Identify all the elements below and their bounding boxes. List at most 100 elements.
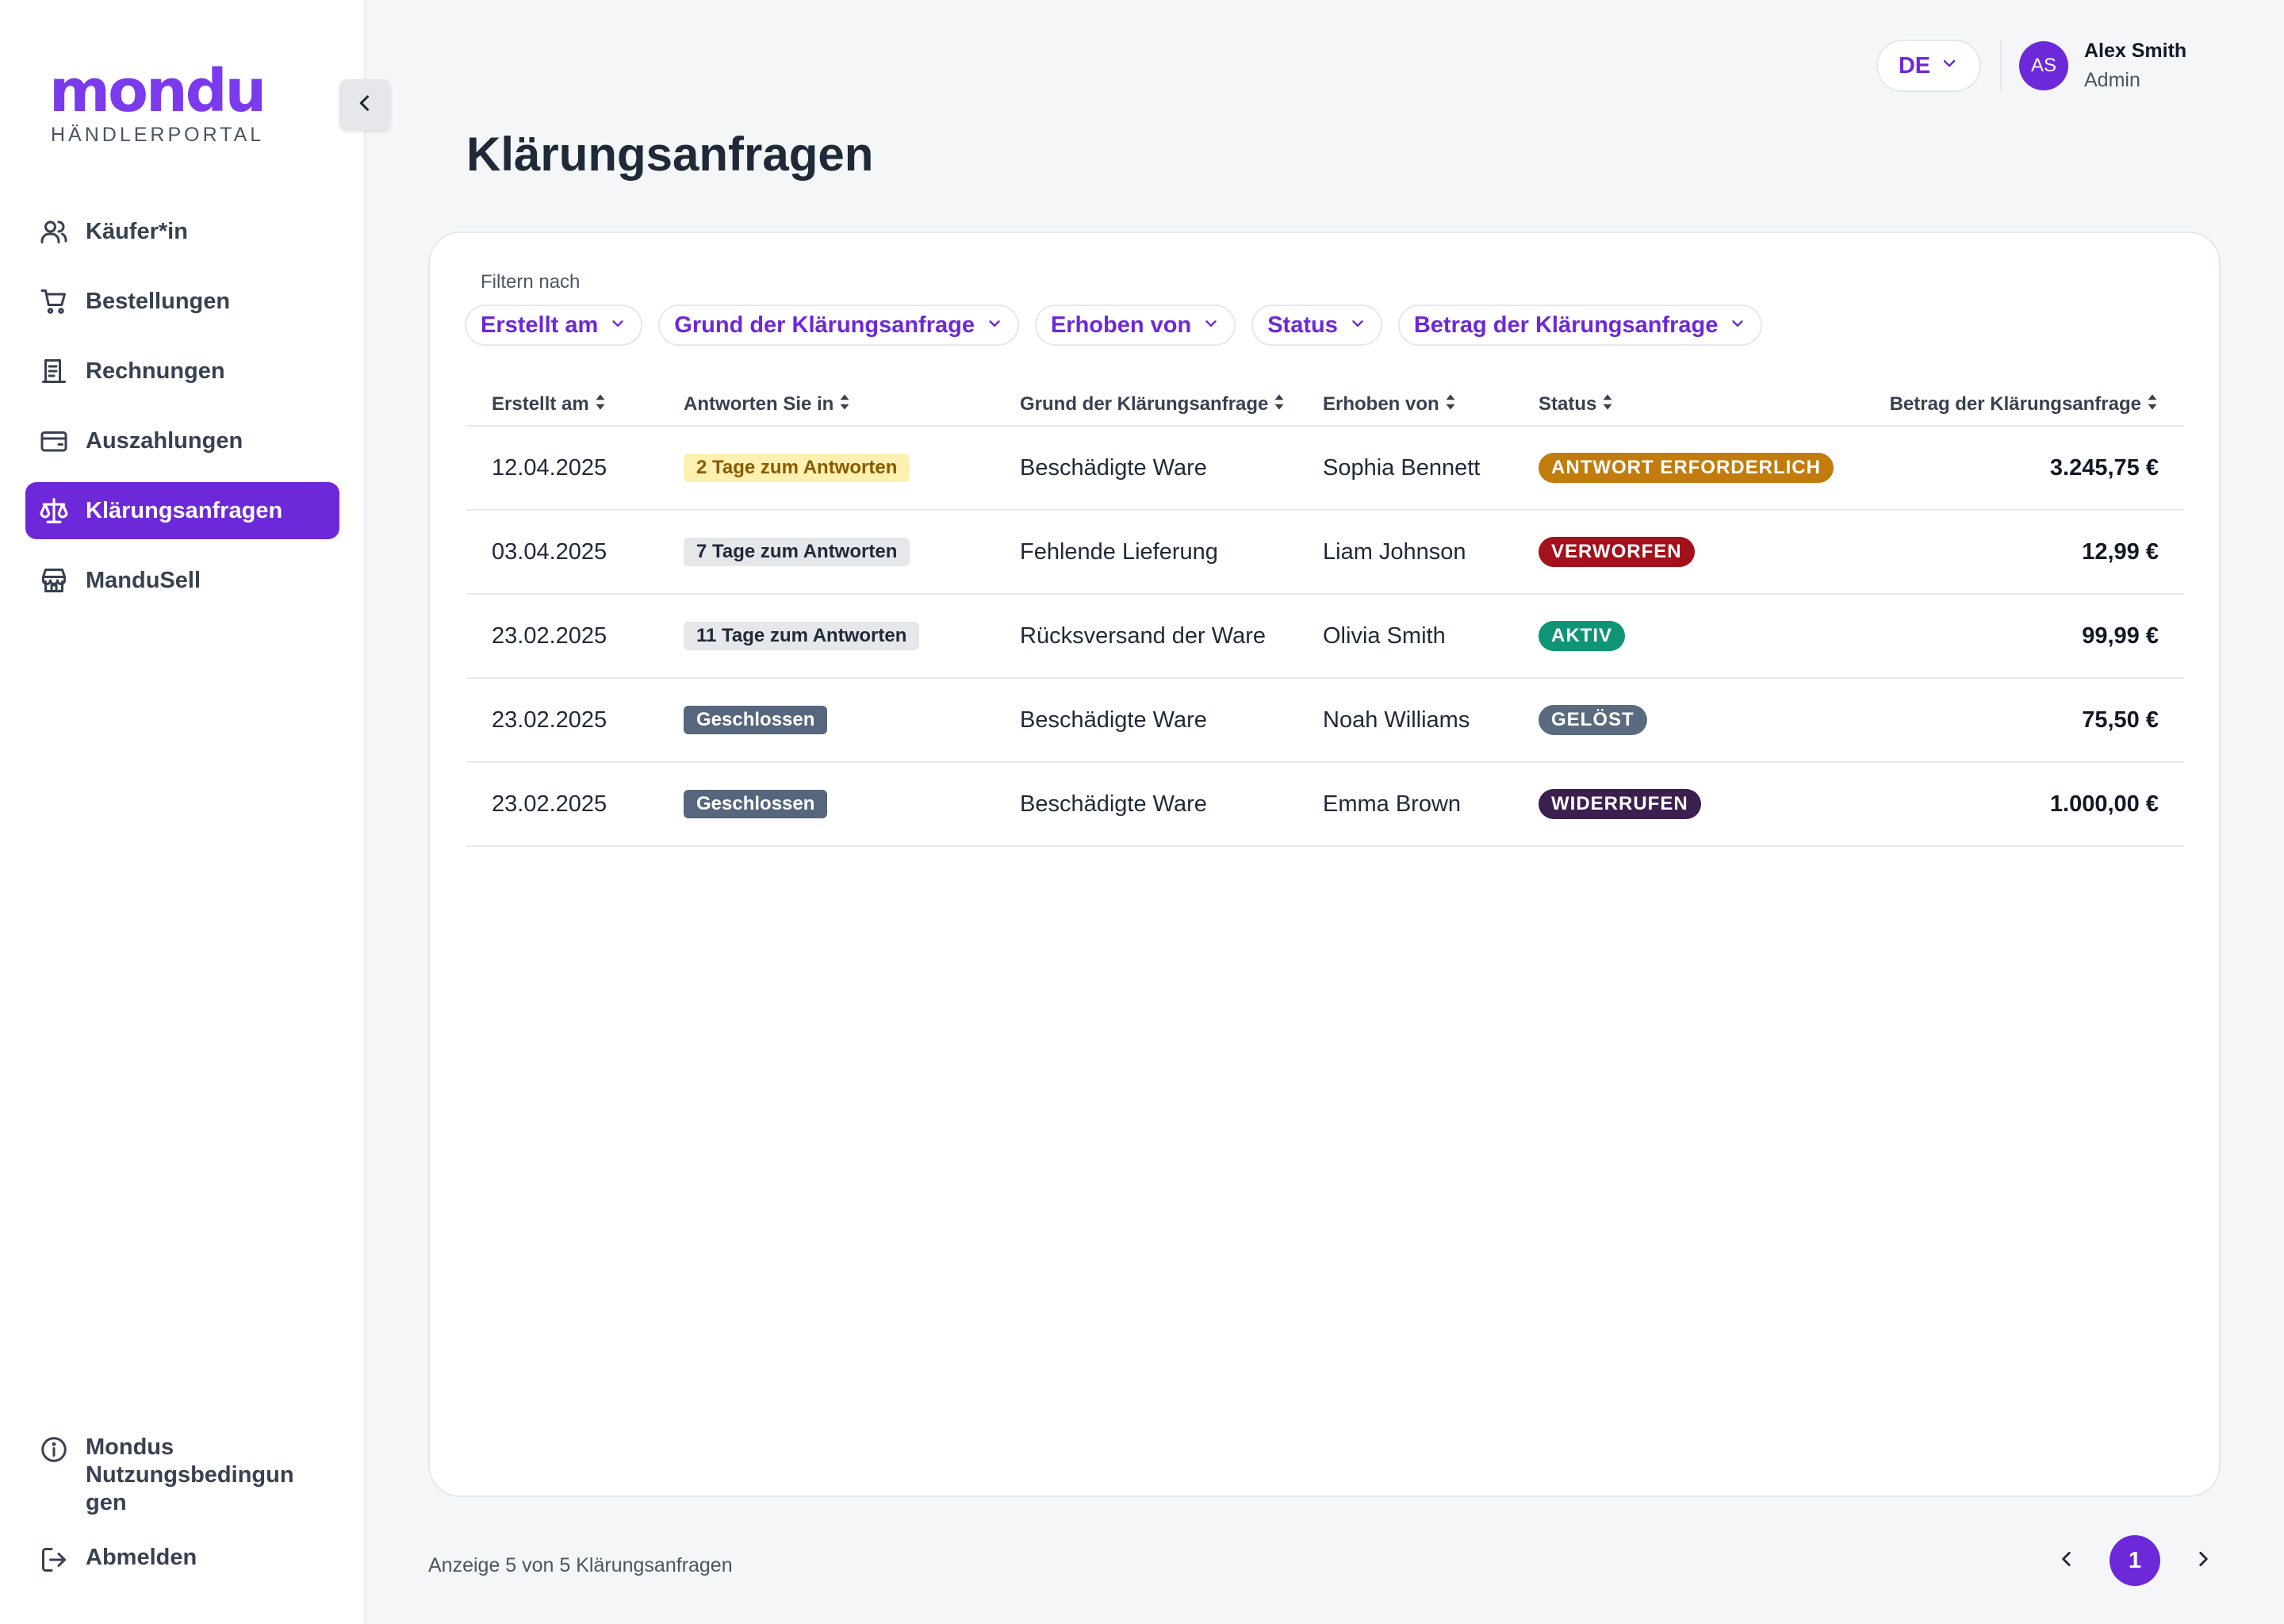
cell-date: 23.02.2025	[492, 622, 607, 649]
sidebar-item-kaeufer[interactable]: Käufer*in	[25, 203, 339, 260]
disputes-table: Erstellt am Antworten Sie in Grund der K…	[466, 384, 2184, 847]
next-page-button[interactable]	[2182, 1535, 2224, 1586]
cell-respond: Geschlossen	[684, 763, 828, 845]
table-row[interactable]: 12.04.2025 2 Tage zum Antworten Beschädi…	[466, 427, 2184, 511]
info-icon	[38, 1434, 70, 1465]
users-icon	[38, 216, 70, 247]
page-number-button[interactable]: 1	[2110, 1535, 2160, 1586]
filter-chip-amount[interactable]: Betrag der Klärungsanfrage	[1397, 304, 1763, 346]
status-badge: AKTIV	[1539, 621, 1625, 651]
cell-raised-by: Liam Johnson	[1323, 538, 1466, 565]
sidebar-item-klaerungsanfragen[interactable]: Klärungsanfragen	[25, 482, 339, 539]
sidebar-item-label: Bestellungen	[86, 288, 231, 314]
sort-icon	[594, 393, 607, 416]
chevron-down-icon	[986, 312, 1003, 339]
filter-chip-reason[interactable]: Grund der Klärungsanfrage	[658, 304, 1019, 346]
cell-reason: Beschädigte Ware	[1020, 791, 1207, 817]
table-row[interactable]: 23.02.2025 11 Tage zum Antworten Rücksve…	[466, 595, 2184, 679]
table-row[interactable]: 23.02.2025 Geschlossen Beschädigte Ware …	[466, 679, 2184, 763]
column-header-label: Erstellt am	[492, 393, 589, 415]
sidebar-item-bestellungen[interactable]: Bestellungen	[25, 273, 339, 330]
column-header-label: Erhoben von	[1323, 393, 1439, 415]
chevron-down-icon	[609, 312, 627, 339]
user-name: Alex Smith	[2084, 40, 2187, 62]
respond-badge: 7 Tage zum Antworten	[684, 538, 910, 566]
scale-icon	[38, 495, 70, 527]
cell-amount: 3.245,75 €	[2049, 454, 2159, 481]
cell-amount: 1.000,00 €	[2049, 791, 2159, 817]
cell-date: 12.04.2025	[492, 454, 607, 481]
user-menu[interactable]: AS Alex Smith Admin	[2019, 40, 2186, 92]
cell-amount: 12,99 €	[2082, 538, 2159, 565]
filter-chip-status[interactable]: Status	[1251, 304, 1382, 346]
cell-date: 23.02.2025	[492, 707, 607, 733]
cell-raised-by: Emma Brown	[1323, 791, 1462, 817]
respond-badge: Geschlossen	[684, 790, 828, 818]
chevron-down-icon	[1202, 312, 1220, 339]
logo[interactable]: mondu HÄNDLERPORTAL	[49, 57, 266, 147]
previous-page-button[interactable]	[2046, 1535, 2087, 1586]
cell-raised-by: Olivia Smith	[1323, 622, 1446, 649]
table-row[interactable]: 23.02.2025 Geschlossen Beschädigte Ware …	[466, 763, 2184, 847]
sidebar-item-mandusell[interactable]: ManduSell	[25, 552, 339, 609]
terms-link[interactable]: Mondus Nutzungsbedingun gen	[25, 1434, 339, 1517]
chevron-down-icon	[1349, 312, 1366, 339]
column-header-label: Grund der Klärungsanfrage	[1020, 393, 1269, 415]
column-header-label: Status	[1539, 393, 1597, 415]
user-info: Alex Smith Admin	[2084, 40, 2186, 92]
sidebar-item-label: ManduSell	[86, 567, 201, 593]
respond-badge: Geschlossen	[684, 706, 828, 734]
language-selector[interactable]: DE	[1876, 40, 1981, 92]
cell-respond: Geschlossen	[684, 679, 828, 761]
cell-reason: Beschädigte Ware	[1020, 707, 1207, 733]
sidebar-item-label: Rechnungen	[86, 358, 225, 384]
column-header-amount[interactable]: Betrag der Klärungsanfrage	[1890, 384, 2159, 425]
sidebar-nav: Käufer*in Bestellungen Rechnungen Auszah…	[25, 203, 339, 622]
sort-icon	[1601, 393, 1614, 416]
column-header-status[interactable]: Status	[1539, 384, 1614, 425]
cell-reason: Beschädigte Ware	[1020, 454, 1207, 481]
filter-label: Filtern nach	[481, 271, 581, 293]
status-badge: WIDERRUFEN	[1539, 789, 1701, 819]
sort-icon	[838, 393, 851, 416]
cell-amount: 75,50 €	[2082, 707, 2159, 733]
header-divider	[2000, 40, 2002, 92]
logout-button[interactable]: Abmelden	[25, 1544, 339, 1576]
cell-raised-by: Noah Williams	[1323, 707, 1470, 733]
respond-badge: 11 Tage zum Antworten	[684, 622, 920, 650]
filter-chip-label: Erhoben von	[1050, 312, 1192, 338]
sort-icon	[2146, 393, 2159, 416]
column-header-created[interactable]: Erstellt am	[492, 384, 607, 425]
column-header-label: Antworten Sie in	[684, 393, 834, 415]
cell-status: GELÖST	[1539, 679, 1647, 761]
collapse-sidebar-button[interactable]	[339, 79, 390, 130]
cell-reason: Rücksversand der Ware	[1020, 622, 1266, 649]
sidebar: mondu HÄNDLERPORTAL Käufer*in Bestellung…	[0, 0, 365, 1624]
table-row[interactable]: 03.04.2025 7 Tage zum Antworten Fehlende…	[466, 511, 2184, 595]
cell-respond: 7 Tage zum Antworten	[684, 511, 910, 593]
sidebar-item-rechnungen[interactable]: Rechnungen	[25, 343, 339, 400]
cell-date: 03.04.2025	[492, 538, 607, 565]
receipt-icon	[38, 355, 70, 387]
chevron-left-icon	[2056, 1549, 2077, 1573]
chevron-down-icon	[1729, 312, 1746, 339]
logo-wordmark: mondu	[49, 57, 266, 125]
filter-bar: Erstellt am Grund der Klärungsanfrage Er…	[465, 304, 1763, 346]
filter-chip-raised-by[interactable]: Erhoben von	[1034, 304, 1236, 346]
column-header-reason[interactable]: Grund der Klärungsanfrage	[1020, 384, 1286, 425]
sidebar-item-label: Käufer*in	[86, 218, 188, 244]
cell-status: ANTWORT ERFORDERLICH	[1539, 427, 1834, 509]
respond-badge: 2 Tage zum Antworten	[684, 454, 910, 482]
cart-icon	[38, 285, 70, 317]
cell-status: AKTIV	[1539, 595, 1625, 677]
sidebar-item-auszahlungen[interactable]: Auszahlungen	[25, 412, 339, 469]
avatar: AS	[2019, 41, 2068, 90]
column-header-respond[interactable]: Antworten Sie in	[684, 384, 851, 425]
table-header: Erstellt am Antworten Sie in Grund der K…	[466, 384, 2184, 427]
cell-respond: 11 Tage zum Antworten	[684, 595, 920, 677]
filter-chip-created[interactable]: Erstellt am	[465, 304, 643, 346]
column-header-label: Betrag der Klärungsanfrage	[1889, 393, 2141, 415]
sidebar-bottom: Mondus Nutzungsbedingun gen Abmelden	[25, 1434, 339, 1576]
column-header-raised-by[interactable]: Erhoben von	[1323, 384, 1457, 425]
status-badge: GELÖST	[1539, 705, 1647, 735]
